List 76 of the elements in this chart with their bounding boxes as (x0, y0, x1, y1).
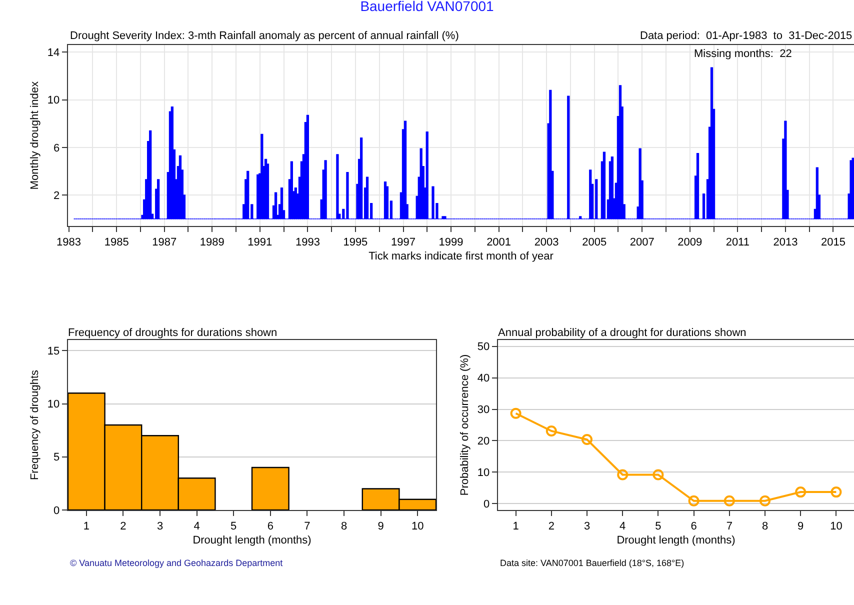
annotation: Missing months: 22 (694, 48, 792, 60)
y-tick-label: 6 (53, 142, 60, 154)
chart-title: Frequency of droughts for durations shown (68, 327, 278, 339)
y-tick-label: 10 (47, 94, 60, 107)
x-axis-title: Tick marks indicate first month of year (368, 250, 554, 262)
y-tick-label: 5 (53, 452, 60, 464)
x-tick-label: 1985 (104, 236, 129, 248)
y-tick-label: 2 (53, 190, 60, 202)
point (617, 469, 628, 480)
x-tick-label: 1 (512, 520, 519, 532)
x-tick-label: 2015 (820, 236, 846, 248)
point (760, 495, 770, 506)
y-tick-label: 0 (483, 498, 490, 511)
y-tick-label: 15 (47, 345, 60, 358)
y-tick-label: 10 (477, 467, 490, 480)
point (546, 425, 557, 436)
x-tick-label: 7 (304, 520, 310, 532)
x-tick-label: 2011 (726, 236, 750, 248)
x-axis-title: Drought length (months) (616, 534, 736, 546)
text: Data period: 01-Apr-1983 to 31-Dec-2015 (640, 30, 852, 42)
y-axis-title: Frequency of droughts (29, 369, 42, 480)
x-tick-label: 5 (230, 520, 237, 532)
x-tick-label: 1 (83, 520, 90, 532)
point (830, 486, 842, 498)
x-tick-label: 10 (830, 520, 842, 532)
y-axis-title: Probability of occurrence (%) (459, 354, 472, 496)
y-tick-label: 50 (477, 341, 490, 354)
x-tick-label: 1997 (391, 236, 416, 248)
chart-title: Annual probability of a drought for durations shown (498, 327, 746, 339)
x-tick-label: 2 (548, 520, 554, 532)
x-tick-label: 2009 (678, 236, 702, 248)
x-tick-label: 1999 (438, 236, 464, 248)
x-tick-label: 8 (762, 520, 768, 532)
x-tick-label: 1995 (343, 236, 368, 248)
x-tick-label: 6 (267, 520, 274, 532)
text: Data site: VAN07001 Bauerfield (18°S, 168°E) (500, 558, 684, 568)
x-tick-label: 2 (120, 520, 126, 532)
point (688, 495, 700, 506)
text: © Vanuatu Meteorology and Geohazards Department (70, 558, 284, 568)
x-tick-label: 3 (584, 520, 590, 532)
chart-title: Bauerfield VAN07001 (360, 0, 494, 14)
x-axis-title: Drought length (months) (192, 534, 312, 546)
x-tick-label: 4 (620, 520, 626, 532)
x-tick-label: 1987 (152, 236, 177, 248)
point (510, 408, 522, 419)
x-tick-label: 2013 (773, 236, 798, 248)
x-tick-label: 1983 (56, 236, 82, 248)
y-tick-label: 10 (47, 398, 60, 411)
point (724, 495, 735, 506)
y-tick-label: 14 (47, 46, 60, 59)
point (652, 469, 664, 480)
x-tick-label: 2001 (486, 236, 512, 248)
x-tick-label: 2007 (630, 236, 654, 248)
x-tick-label: 9 (798, 520, 804, 532)
x-tick-label: 10 (411, 520, 424, 532)
x-tick-label: 8 (340, 520, 348, 532)
x-tick-label: 5 (655, 520, 662, 532)
y-tick-label: 40 (477, 372, 490, 385)
x-tick-label: 3 (156, 520, 164, 532)
y-tick-label: 20 (477, 436, 490, 448)
x-tick-label: 7 (726, 520, 732, 532)
y-tick-label: 30 (477, 404, 490, 416)
chart-subtitle: Drought Severity Index: 3-mth Rainfall anomaly as percent of annual rainfall (%) (70, 30, 459, 42)
x-tick-label: 6 (690, 520, 697, 532)
x-tick-label: 1993 (295, 236, 320, 248)
x-tick-label: 2003 (534, 236, 559, 248)
y-axis-title: Monthly drought index (29, 80, 42, 190)
y-tick-label: 0 (53, 504, 60, 517)
x-tick-label: 1991 (248, 236, 272, 248)
bar (251, 466, 290, 510)
x-tick-label: 9 (378, 520, 384, 532)
x-tick-label: 2005 (582, 236, 607, 248)
x-tick-label: 4 (194, 520, 200, 532)
point (582, 434, 592, 445)
point (795, 486, 806, 498)
x-tick-label: 1989 (200, 236, 224, 248)
